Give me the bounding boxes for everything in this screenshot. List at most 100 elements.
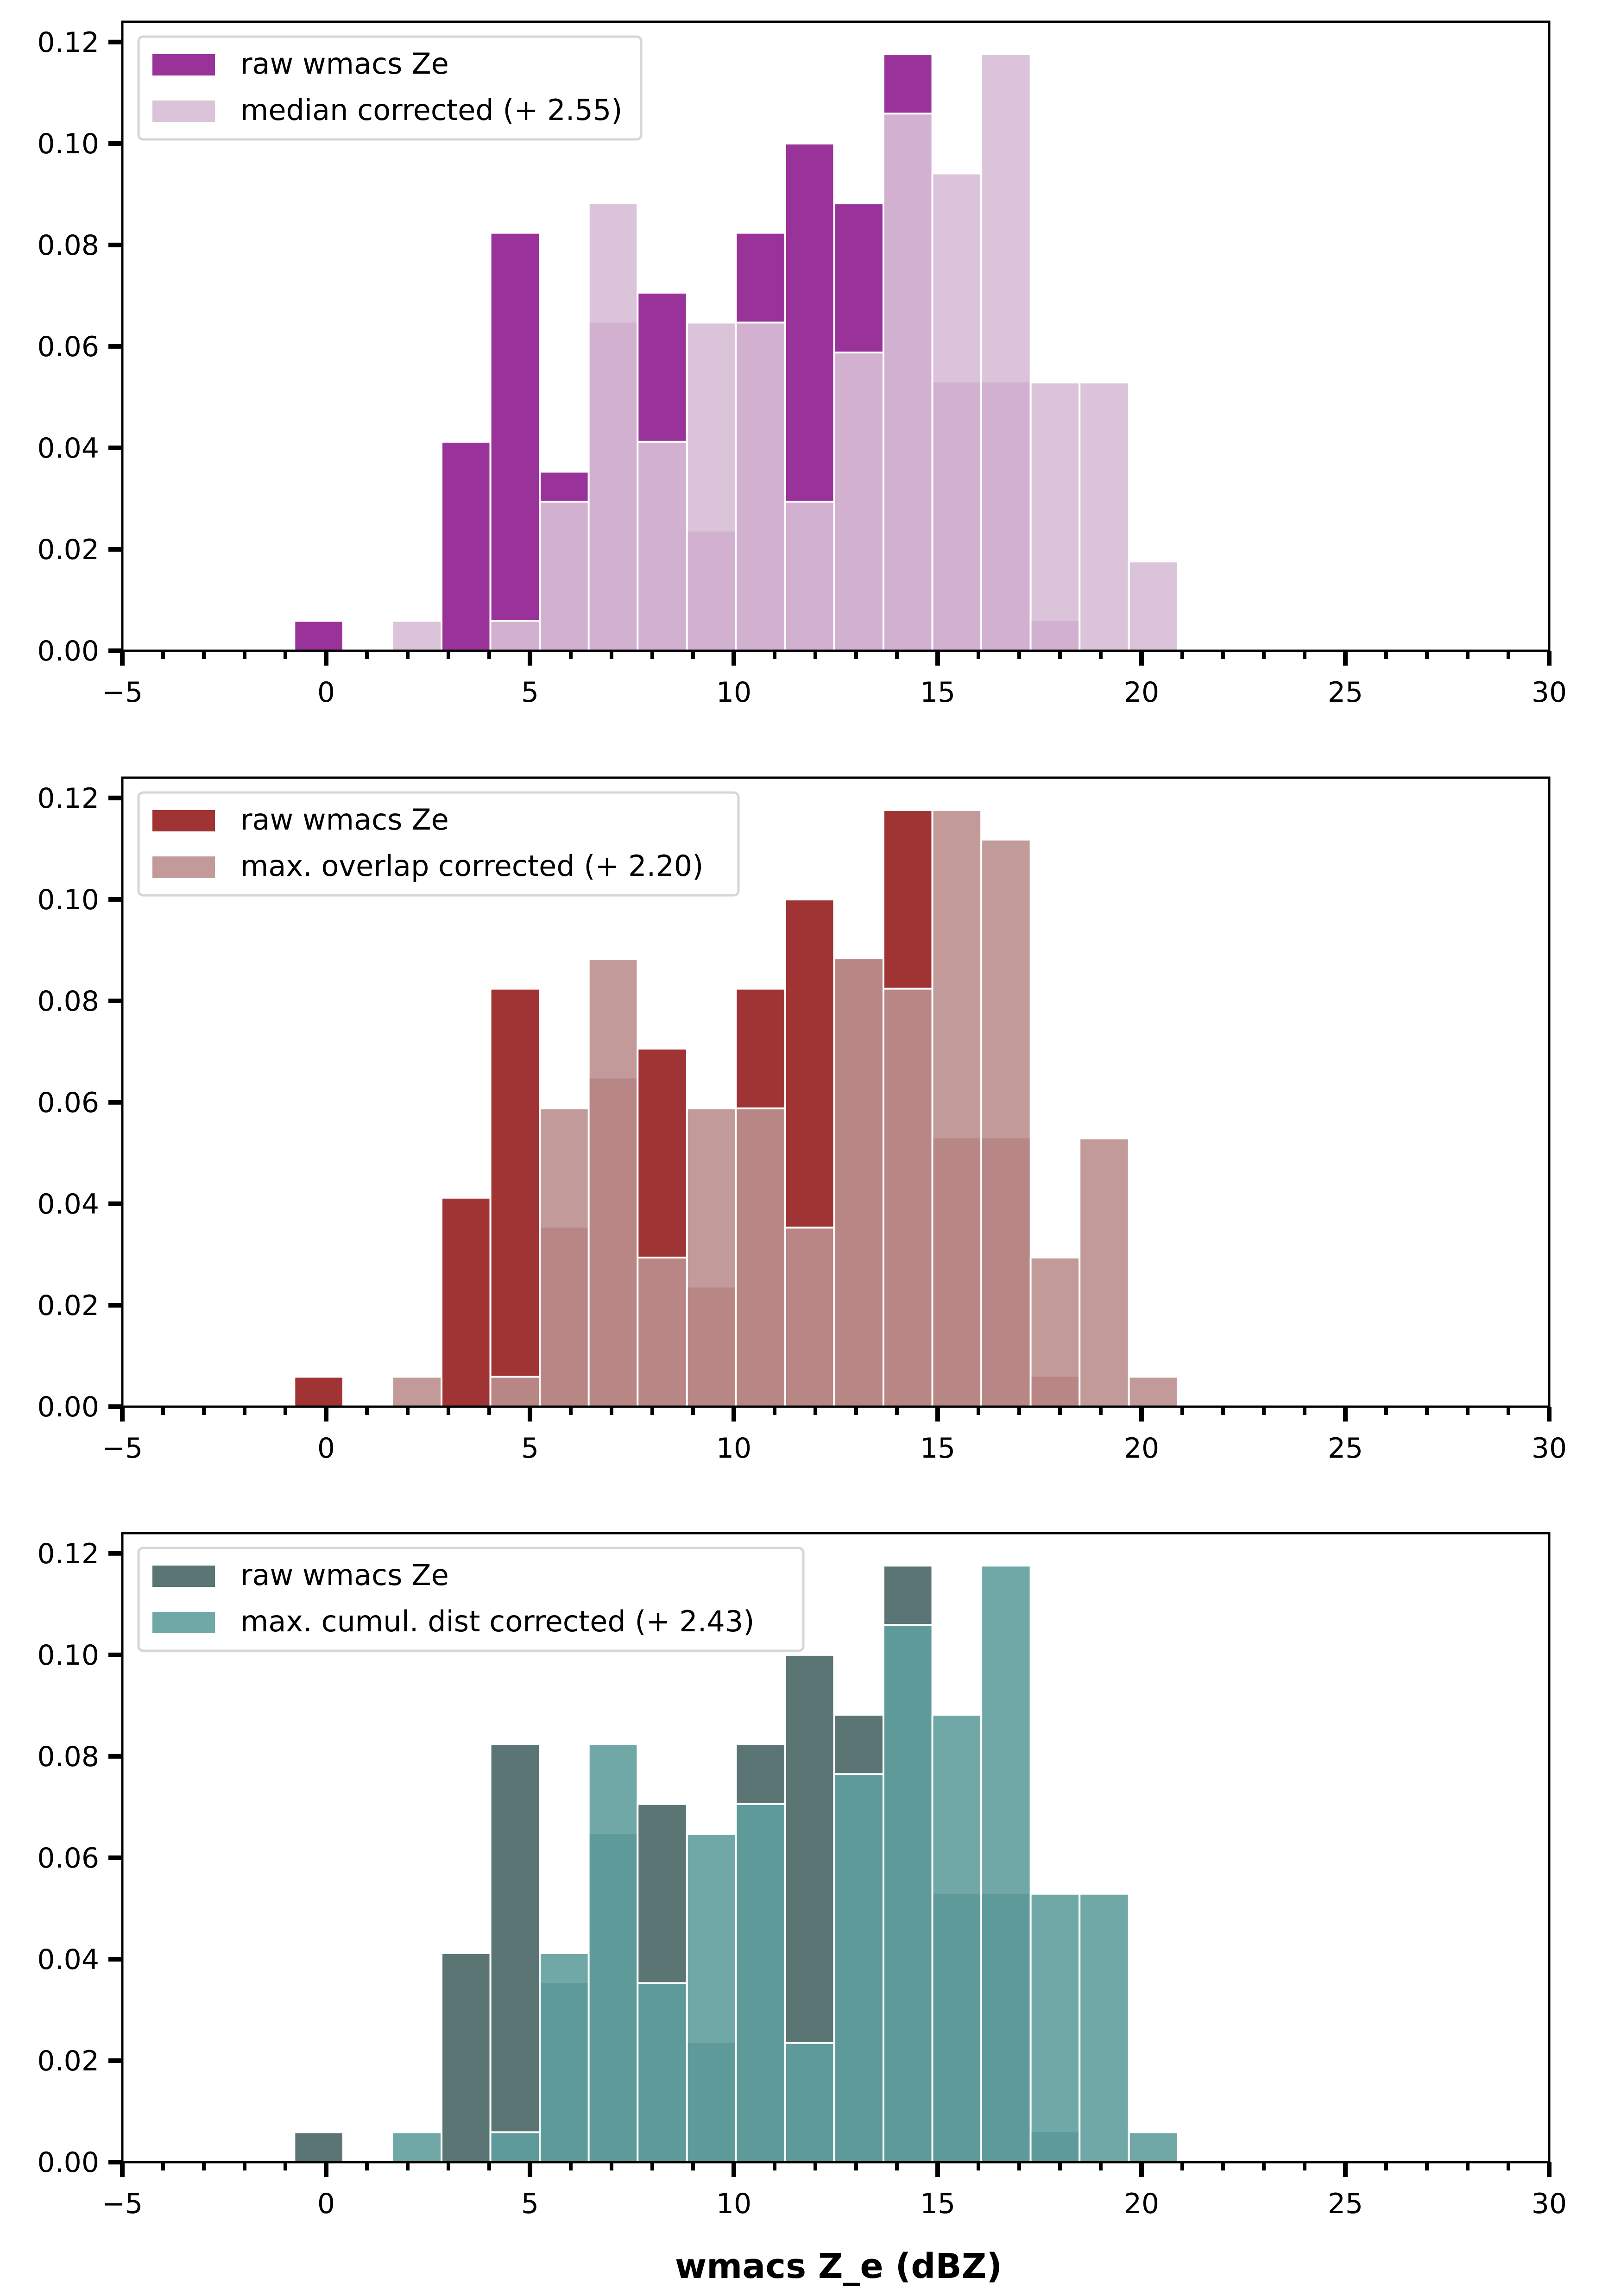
bar-raw-visible [784, 898, 835, 1229]
x-tick-label: −5 [102, 1432, 143, 1465]
bar-raw [441, 1952, 492, 2163]
y-tick-label: 0.12 [37, 1538, 99, 1570]
bars [293, 809, 1179, 1408]
bar-corrected [1079, 1893, 1130, 2163]
y-tick-label: 0.10 [37, 884, 99, 916]
x-tick-label: 5 [521, 676, 539, 709]
legend-swatch [152, 856, 215, 878]
bar-overlap [687, 531, 735, 651]
y-tick-label: 0.06 [37, 1087, 99, 1119]
bar-overlap [786, 1227, 833, 1407]
bar-raw-visible [637, 291, 688, 443]
legend-swatch [152, 1612, 215, 1633]
x-tick-label: 30 [1532, 2188, 1567, 2220]
x-axis: −5 0 5 10 15 20 25 30 [102, 2162, 1567, 2220]
y-tick-label: 0.10 [37, 128, 99, 160]
y-tick-label: 0.02 [37, 1290, 99, 1322]
y-tick-label: 0.10 [37, 1639, 99, 1672]
bar-overlap [835, 959, 883, 1407]
x-tick-label: 10 [716, 2188, 751, 2220]
x-axis-label: wmacs Z_e (dBZ) [675, 2246, 1002, 2286]
bar-raw [293, 1376, 344, 1408]
x-tick-label: 30 [1532, 1432, 1567, 1465]
y-tick-label: 0.02 [37, 2045, 99, 2077]
bar-overlap [638, 1258, 686, 1407]
bars [293, 1565, 1179, 2164]
x-tick-label: 15 [920, 2188, 955, 2220]
legend: raw wmacs Ze max. cumul. dist corrected (… [137, 1547, 805, 1652]
x-tick-label: −5 [102, 676, 143, 709]
x-tick-label: 0 [317, 2188, 335, 2220]
bar-corrected [1029, 381, 1081, 652]
y-tick-label: 0.00 [37, 2146, 99, 2179]
bar-raw [293, 620, 344, 652]
bar-overlap [491, 2132, 539, 2162]
bar-raw-visible [489, 232, 541, 622]
bar-corrected [391, 1376, 443, 1408]
bar-overlap [786, 2043, 833, 2162]
bar-overlap [933, 1893, 981, 2162]
bar-overlap [541, 1983, 588, 2162]
legend-swatch [152, 54, 215, 75]
y-axis: 0.00 0.02 0.04 0.06 0.08 0.10 0.12 [37, 1538, 122, 2179]
bar-overlap [982, 382, 1030, 651]
legend-label: max. overlap corrected (+ 2.20) [240, 849, 703, 883]
panel-median-corrected: −5 0 5 10 15 20 25 300.000.020.040.060.080.100.… [37, 20, 1567, 709]
legend-label: raw wmacs Ze [240, 803, 449, 837]
x-tick-label: 25 [1328, 676, 1363, 709]
y-tick-label: 0.04 [37, 432, 99, 465]
bar-overlap [541, 1227, 588, 1407]
y-tick-label: 0.00 [37, 635, 99, 667]
x-tick-label: 15 [920, 676, 955, 709]
y-tick-label: 0.08 [37, 985, 99, 1018]
x-tick-label: 0 [317, 676, 335, 709]
legend: raw wmacs Ze max. overlap corrected (+ 2.… [137, 791, 740, 897]
bar-corrected [1079, 1137, 1130, 1408]
bar-raw-visible [735, 1743, 786, 1805]
x-tick-label: 10 [716, 1432, 751, 1465]
bar-corrected [1128, 560, 1179, 652]
y-axis: 0.00 0.02 0.04 0.06 0.08 0.10 0.12 [37, 26, 122, 667]
bar-corrected [1128, 2131, 1179, 2163]
x-axis: −5 0 5 10 15 20 25 30 [102, 1407, 1567, 1465]
bar-corrected [1079, 381, 1130, 652]
bar-overlap [835, 1774, 883, 2162]
bar-overlap [638, 1983, 686, 2162]
bar-raw-visible [637, 1047, 688, 1259]
bar-overlap [982, 1893, 1030, 2162]
bar-raw-visible [784, 1654, 835, 2044]
x-axis: −5 0 5 10 15 20 25 30 [102, 651, 1567, 709]
x-tick-label: 25 [1328, 2188, 1363, 2220]
panel-max-cumul-dist-corrected: −5 0 5 10 15 20 25 300.000.020.040.060.080.100.… [37, 1532, 1567, 2220]
bars [293, 53, 1179, 652]
y-tick-label: 0.04 [37, 1944, 99, 1976]
y-axis: 0.00 0.02 0.04 0.06 0.08 0.10 0.12 [37, 782, 122, 1423]
legend-label: median corrected (+ 2.55) [240, 93, 623, 127]
bar-raw-visible [637, 1803, 688, 1984]
bar-raw [293, 2131, 344, 2163]
bar-overlap [589, 1834, 637, 2162]
bar-overlap [491, 621, 539, 651]
y-tick-label: 0.12 [37, 782, 99, 815]
y-tick-label: 0.08 [37, 229, 99, 262]
panel-max-overlap-corrected: −5 0 5 10 15 20 25 300.000.020.040.060.080.100.… [37, 776, 1567, 1465]
y-tick-label: 0.02 [37, 534, 99, 566]
bar-corrected [391, 2131, 443, 2163]
x-tick-label: 25 [1328, 1432, 1363, 1465]
x-tick-label: 5 [521, 1432, 539, 1465]
legend-frame [137, 1547, 805, 1652]
x-tick-label: 20 [1124, 2188, 1159, 2220]
legend-swatch [152, 810, 215, 831]
bar-overlap [737, 1108, 784, 1407]
bar-overlap [786, 502, 833, 651]
bar-raw-visible [735, 988, 786, 1110]
bar-overlap [1031, 2132, 1079, 2162]
x-tick-label: 30 [1532, 676, 1567, 709]
bar-raw-visible [489, 1743, 541, 2133]
bar-raw [441, 1196, 492, 1408]
bar-raw-visible [539, 471, 590, 503]
bar-overlap [589, 322, 637, 651]
bar-overlap [982, 1138, 1030, 1407]
bar-overlap [933, 1138, 981, 1407]
bar-overlap [884, 113, 932, 651]
